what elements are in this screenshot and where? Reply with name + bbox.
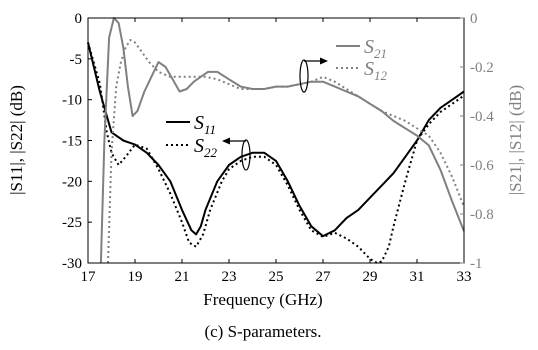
left-y-tick-label: -30 (62, 256, 82, 272)
x-tick-label: 19 (128, 269, 143, 285)
right-y-tick-label: -0.2 (470, 60, 494, 76)
series-line-s12 (107, 39, 465, 264)
left-y-tick-label: 0 (75, 11, 83, 27)
legend-label-s12: S12 (364, 58, 388, 83)
series-line-s11 (87, 42, 465, 238)
s21-s12-arrowhead (320, 57, 328, 65)
x-tick-label: 29 (363, 269, 378, 285)
series-line-s21 (99, 17, 465, 264)
x-axis-label: Frequency (GHz) (203, 290, 322, 309)
x-tick-label: 17 (81, 269, 97, 285)
x-tick-label: 23 (222, 269, 237, 285)
left-y-axis-label: |S11|, |S22| (dB) (7, 85, 26, 195)
s11-s22-arrowhead (222, 137, 230, 145)
right-y-tick-label: -0.8 (470, 207, 494, 223)
legend-label-s11: S11 (194, 112, 216, 137)
x-tick-label: 33 (457, 269, 472, 285)
s21-s12-annotation-ellipse (299, 59, 309, 93)
x-tick-label: 31 (410, 269, 425, 285)
x-tick-label: 25 (269, 269, 284, 285)
left-y-tick-label: -20 (62, 174, 82, 190)
x-tick-label: 27 (316, 269, 332, 285)
right-y-tick-label: -0.4 (470, 109, 494, 125)
left-y-tick-label: -15 (62, 134, 82, 150)
legend-label-s22: S22 (194, 135, 218, 160)
x-tick-label: 21 (175, 269, 190, 285)
right-y-tick-label: 0 (470, 11, 478, 27)
s11-s22-annotation-ellipse (241, 139, 251, 171)
figure-caption: (c) S-parameters. (204, 322, 321, 341)
legend-label-s21: S21 (364, 36, 387, 61)
left-y-tick-label: -10 (62, 93, 82, 109)
series-line-s22 (87, 42, 465, 264)
right-y-axis-label: |S21|, |S12| (dB) (506, 85, 525, 195)
right-y-tick-label: -1 (470, 256, 483, 272)
left-y-tick-label: -25 (62, 215, 82, 231)
right-y-tick-label: -0.6 (470, 158, 494, 174)
left-y-tick-label: -5 (70, 52, 83, 68)
